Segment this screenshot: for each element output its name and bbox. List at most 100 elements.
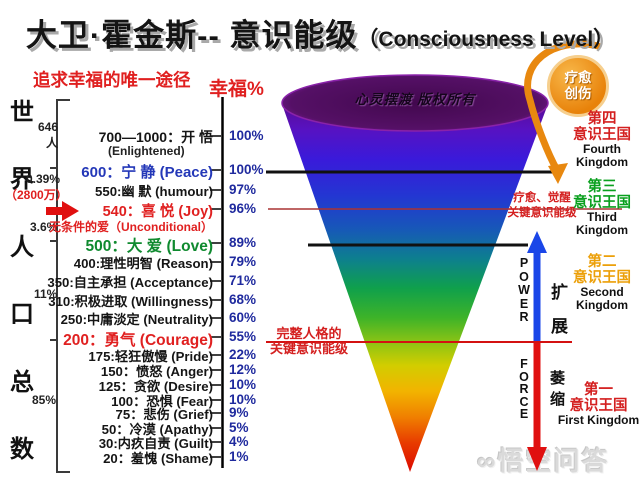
personality-line1: 完整人格的 bbox=[276, 326, 342, 341]
population-char: 数 bbox=[10, 435, 34, 463]
k1-cn2: 意识王国 bbox=[569, 398, 628, 414]
k4-cn2: 意识王国 bbox=[573, 127, 631, 143]
happiness-percent: 97% bbox=[229, 182, 257, 197]
k3-cn1: 第三 bbox=[587, 179, 617, 195]
k3-en2: Kingdom bbox=[576, 222, 628, 237]
level-row: 540：喜 悦 (Joy) bbox=[102, 204, 213, 220]
pop-3-6: 3.6% bbox=[30, 220, 58, 234]
pop-0-39: 0.39% bbox=[26, 172, 61, 186]
shrink-label: 萎缩 bbox=[549, 370, 565, 408]
happiness-percent: 10% bbox=[229, 392, 257, 407]
k4-en2: Kingdom bbox=[576, 154, 628, 169]
happiness-percent: 79% bbox=[229, 254, 257, 269]
k3-en1: Third bbox=[587, 210, 617, 224]
level-row: 175:轻狂傲慢 (Pride) bbox=[88, 349, 213, 364]
force-label: FORCE bbox=[519, 357, 529, 421]
population-char: 界 bbox=[10, 166, 34, 194]
k4-cn1: 第四 bbox=[587, 111, 617, 127]
level-row: 20：羞愧 (Shame) bbox=[103, 451, 213, 466]
happiness-percent: 22% bbox=[229, 347, 257, 362]
level-row: 600：宁 静 (Peace) bbox=[81, 164, 213, 181]
level-row: 75：悲伤 (Grief) bbox=[115, 407, 213, 422]
level-row: 500：大 爱 (Love) bbox=[85, 238, 213, 255]
fourth-kingdom-label: 第四 意识王国 Fourth Kingdom bbox=[562, 111, 640, 168]
happiness-percent: 9% bbox=[229, 405, 249, 420]
happiness-percent: 96% bbox=[229, 201, 257, 216]
first-kingdom-label: 第一 意识王国 First Kingdom bbox=[551, 382, 640, 427]
population-bracket bbox=[50, 99, 70, 473]
level-row: 250:中庸淡定 (Neutrality) bbox=[60, 312, 213, 327]
happiness-percent: 68% bbox=[229, 292, 257, 307]
slogan: 追求幸福的唯一途径 bbox=[33, 70, 191, 90]
happiness-percent: 12% bbox=[229, 362, 257, 377]
level-row: 50：冷漠 (Apathy) bbox=[101, 422, 213, 437]
population-char: 世 bbox=[10, 99, 34, 126]
level-row: 550:幽 默 (humour) bbox=[95, 184, 213, 199]
happiness-percent: 1% bbox=[229, 449, 249, 464]
power-up-arrowhead-icon bbox=[527, 231, 547, 253]
badge-line2: 创伤 bbox=[564, 86, 592, 101]
badge-line1: 疗愈 bbox=[564, 70, 592, 85]
level-row: 700—1000：开 悟 bbox=[98, 129, 213, 145]
title-english: （Consciousness Level） bbox=[357, 28, 615, 51]
complete-personality-callout: 完整人格的 关键意识能级 bbox=[263, 326, 355, 356]
level-row: 100：恐惧 (Fear) bbox=[111, 394, 213, 409]
happiness-percent: 4% bbox=[229, 434, 249, 449]
pop-646-ren: 人 bbox=[46, 136, 59, 150]
happiness-percent: 71% bbox=[229, 273, 257, 288]
second-kingdom-label: 第二 意识王国 Second Kingdom bbox=[562, 254, 640, 311]
heal-awaken-line1: 疗愈、觉醒 bbox=[513, 192, 571, 204]
k2-en1: Second bbox=[580, 285, 624, 299]
level-row: 400:理性明智 (Reason) bbox=[73, 256, 213, 271]
level-row: 200：勇气 (Courage) bbox=[63, 332, 213, 349]
power-label: POWER bbox=[518, 256, 530, 324]
k4-en1: Fourth bbox=[583, 142, 621, 156]
page-title: 大卫·霍金斯-- 意识能级（Consciousness Level） bbox=[0, 10, 640, 55]
level-row: 350:自主承担 (Acceptance) bbox=[47, 275, 213, 290]
level-row: 125：贪欲 (Desire) bbox=[98, 379, 213, 394]
personality-line2: 关键意识能级 bbox=[269, 341, 348, 356]
k2-cn1: 第二 bbox=[587, 254, 617, 270]
level-row: 150：愤怒 (Anger) bbox=[100, 364, 213, 379]
happiness-percent: 100% bbox=[229, 128, 264, 143]
k2-cn2: 意识王国 bbox=[573, 270, 631, 286]
k1-en1: First Kingdom bbox=[557, 413, 640, 427]
k1-cn1: 第一 bbox=[584, 382, 613, 398]
happiness-percent: 10% bbox=[229, 377, 257, 392]
watermark: ∞悟空问答 bbox=[477, 441, 610, 478]
funnel-copyright-text: 心灵摆渡 版权所有 bbox=[354, 92, 476, 107]
funnel-top-ellipse bbox=[281, 74, 549, 132]
joy-pointer-arrow-icon bbox=[46, 201, 79, 221]
population-char: 人 bbox=[10, 233, 34, 261]
happiness-percent: 60% bbox=[229, 310, 257, 325]
happiness-percent: 5% bbox=[229, 420, 249, 435]
happiness-percent: 100% bbox=[229, 162, 264, 177]
population-char: 口 bbox=[10, 301, 34, 329]
heal-trauma-badge: 疗愈 创伤 bbox=[547, 55, 609, 117]
sub-unconditional: 无条件的爱（Unconditional） bbox=[49, 220, 213, 234]
world-population-label: 世 界 人 口 总 数 bbox=[8, 92, 36, 464]
k3-cn2: 意识王国 bbox=[573, 195, 631, 211]
heal-awaken-callout: 疗愈、觉醒 关键意识能级 bbox=[503, 191, 581, 221]
force-down-arrowhead-icon bbox=[527, 447, 547, 471]
consciousness-funnel bbox=[282, 104, 548, 472]
happiness-percent: 89% bbox=[229, 235, 257, 250]
k2-en2: Kingdom bbox=[576, 297, 628, 312]
watermark-logo-icon: ∞ bbox=[477, 446, 498, 476]
healing-swoosh-arrowhead-icon bbox=[548, 163, 568, 184]
happiness-axis-title: 幸福% bbox=[209, 79, 264, 100]
axis-ticks bbox=[210, 135, 221, 458]
watermark-text: 悟空问答 bbox=[497, 446, 610, 476]
pop-85: 85% bbox=[32, 393, 57, 407]
population-char: 总 bbox=[10, 368, 34, 396]
title-chinese: 大卫·霍金斯-- 意识能级 bbox=[25, 18, 358, 53]
heal-awaken-line2: 关键意识能级 bbox=[507, 207, 577, 219]
pop-646: 646 bbox=[38, 120, 59, 134]
level-row: 310:积极进取 (Willingness) bbox=[48, 294, 213, 309]
pop-11: 11% bbox=[34, 287, 58, 301]
happiness-percent: 55% bbox=[229, 329, 257, 344]
pop-2800w: （2800万） bbox=[5, 188, 68, 202]
third-kingdom-label: 第三 意识王国 Third Kingdom bbox=[562, 179, 640, 236]
